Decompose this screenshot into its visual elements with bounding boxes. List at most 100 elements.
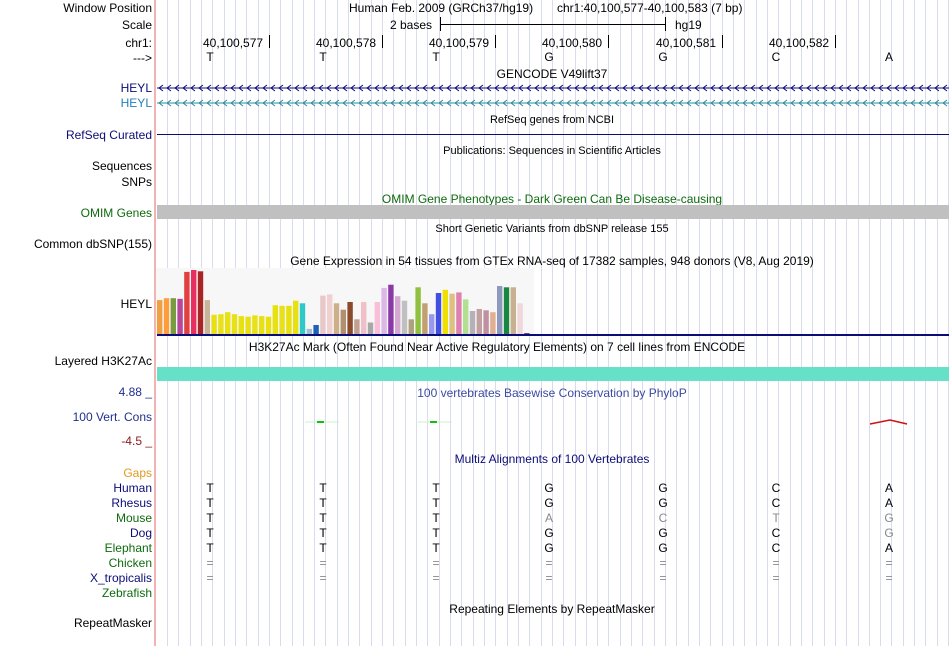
gtex-tissue-bar[interactable] <box>429 314 435 334</box>
heyl-gene-model-1[interactable] <box>157 82 949 94</box>
gtex-tissue-bar[interactable] <box>361 302 367 334</box>
species-label-rhesus[interactable]: Rhesus <box>111 496 152 510</box>
gtex-tissue-bar[interactable] <box>299 303 306 334</box>
gtex-tissue-bar[interactable] <box>510 287 516 334</box>
gtex-tissue-bar[interactable] <box>517 303 523 334</box>
cons-label[interactable]: 100 Vert. Cons <box>72 410 152 424</box>
heyl-gencode-label[interactable]: HEYL <box>120 81 152 95</box>
chevron-left-icon <box>246 84 252 92</box>
gtex-tissue-bar[interactable] <box>204 300 210 334</box>
gtex-tissue-bar[interactable] <box>272 305 278 334</box>
gtex-tissue-bar[interactable] <box>374 302 380 334</box>
alignment-base: C <box>658 511 668 525</box>
gtex-tissue-bar[interactable] <box>340 309 346 334</box>
gtex-tissue-bar[interactable] <box>177 298 183 334</box>
gtex-tissue-bar[interactable] <box>191 270 197 334</box>
gtex-tissue-bar[interactable] <box>435 293 442 334</box>
gtex-tissue-bar[interactable] <box>449 293 455 334</box>
species-label-human[interactable]: Human <box>113 481 152 495</box>
chevron-left-icon <box>262 99 268 107</box>
gtex-tissue-bar[interactable] <box>422 303 428 334</box>
chevron-left-icon <box>342 84 348 92</box>
gtex-tissue-bar[interactable] <box>347 302 353 334</box>
gtex-tissue-bar[interactable] <box>490 312 496 334</box>
gtex-tissue-bar[interactable] <box>157 300 163 334</box>
gtex-tissue-bar[interactable] <box>259 316 265 334</box>
species-label-chicken[interactable]: Chicken <box>108 556 152 570</box>
grid-line <box>620 0 621 646</box>
species-label-mouse[interactable]: Mouse <box>115 511 152 525</box>
snps-label[interactable]: SNPs <box>121 175 152 189</box>
species-label-x-tropicalis[interactable]: X_tropicalis <box>89 571 152 585</box>
dbsnp-label[interactable]: Common dbSNP(155) <box>33 237 152 251</box>
omim-label[interactable]: OMIM Genes <box>80 206 152 220</box>
gtex-tissue-bar[interactable] <box>252 315 258 334</box>
gtex-tissue-bar[interactable] <box>408 319 414 334</box>
gtex-tissue-bar[interactable] <box>354 319 360 334</box>
heyl-expression-label[interactable]: HEYL <box>120 297 152 311</box>
gtex-tissue-bar[interactable] <box>313 325 319 334</box>
gtex-tissue-bar[interactable] <box>395 296 401 334</box>
repeatmasker-label[interactable]: RepeatMasker <box>73 616 152 630</box>
gtex-tissue-bar[interactable] <box>415 287 421 334</box>
gtex-tissue-bar[interactable] <box>401 300 408 334</box>
gtex-tissue-bar[interactable] <box>327 294 333 334</box>
gtex-tissue-bar[interactable] <box>306 328 312 334</box>
gtex-tissue-bar[interactable] <box>476 309 482 334</box>
gtex-tissue-bar[interactable] <box>265 316 272 334</box>
gtex-tissue-bar[interactable] <box>231 314 238 334</box>
gtex-tissue-bar[interactable] <box>245 316 251 334</box>
gtex-tissue-bar[interactable] <box>442 289 448 334</box>
gtex-tissue-bar[interactable] <box>320 295 326 334</box>
chevron-left-icon <box>462 84 468 92</box>
sequences-label[interactable]: Sequences <box>91 159 152 173</box>
chevron-left-icon <box>942 99 948 107</box>
assembly-title: Human Feb. 2009 (GRCh37/hg19) <box>349 1 534 15</box>
gtex-tissue-bar[interactable] <box>184 271 190 334</box>
gtex-tissue-bar[interactable] <box>170 298 176 334</box>
gtex-tissue-bar[interactable] <box>293 300 299 334</box>
chevron-left-icon <box>654 99 660 107</box>
chevron-left-icon <box>534 99 540 107</box>
chevron-left-icon <box>798 99 804 107</box>
species-label-dog[interactable]: Dog <box>129 526 152 540</box>
gtex-tissue-bar[interactable] <box>197 271 204 334</box>
gtex-tissue-bar[interactable] <box>381 287 387 334</box>
gtex-tissue-bar[interactable] <box>286 305 292 334</box>
heyl-gencode-label-2[interactable]: HEYL <box>120 96 152 110</box>
h3k27ac-signal[interactable] <box>157 367 949 381</box>
gtex-tissue-bar[interactable] <box>279 305 285 334</box>
h3k27ac-label[interactable]: Layered H3K27Ac <box>54 354 152 368</box>
chevron-left-icon <box>318 99 324 107</box>
species-label-elephant[interactable]: Elephant <box>104 541 152 555</box>
gtex-tissue-bar[interactable] <box>388 284 394 334</box>
gtex-tissue-bar[interactable] <box>238 316 244 334</box>
gtex-tissue-bar[interactable] <box>225 312 231 334</box>
gtex-tissue-bar[interactable] <box>211 314 217 334</box>
gtex-tissue-bar[interactable] <box>483 310 489 334</box>
gtex-tissue-bar[interactable] <box>367 322 374 335</box>
chevron-left-icon <box>790 84 796 92</box>
gaps-label[interactable]: Gaps <box>123 466 152 480</box>
gtex-tissue-bar[interactable] <box>218 314 224 334</box>
cons-max-label: 4.88 _ <box>118 385 152 399</box>
grid-line <box>563 0 564 646</box>
gtex-tissue-bar[interactable] <box>333 303 340 334</box>
gtex-tissue-bar[interactable] <box>463 299 469 334</box>
gtex-tissue-bar[interactable] <box>163 298 170 334</box>
chevron-left-icon <box>358 84 364 92</box>
heyl-gene-model-2[interactable] <box>157 97 949 109</box>
refseq-gene-line[interactable] <box>157 134 949 135</box>
gtex-tissue-bar[interactable] <box>456 292 462 334</box>
gtex-bar-chart[interactable] <box>157 268 537 334</box>
species-label-zebrafish[interactable]: Zebrafish <box>101 586 152 600</box>
gtex-tissue-bar[interactable] <box>497 286 503 334</box>
gtex-tissue-bar[interactable] <box>503 287 510 334</box>
gtex-tissue-bar[interactable] <box>524 333 530 334</box>
omim-gene-bar[interactable] <box>157 205 949 219</box>
chevron-left-icon <box>454 84 460 92</box>
refseq-label[interactable]: RefSeq Curated <box>65 128 152 142</box>
chevron-left-icon <box>566 99 572 107</box>
gtex-tissue-bar[interactable] <box>469 311 476 334</box>
phylop-signal[interactable] <box>157 414 949 430</box>
